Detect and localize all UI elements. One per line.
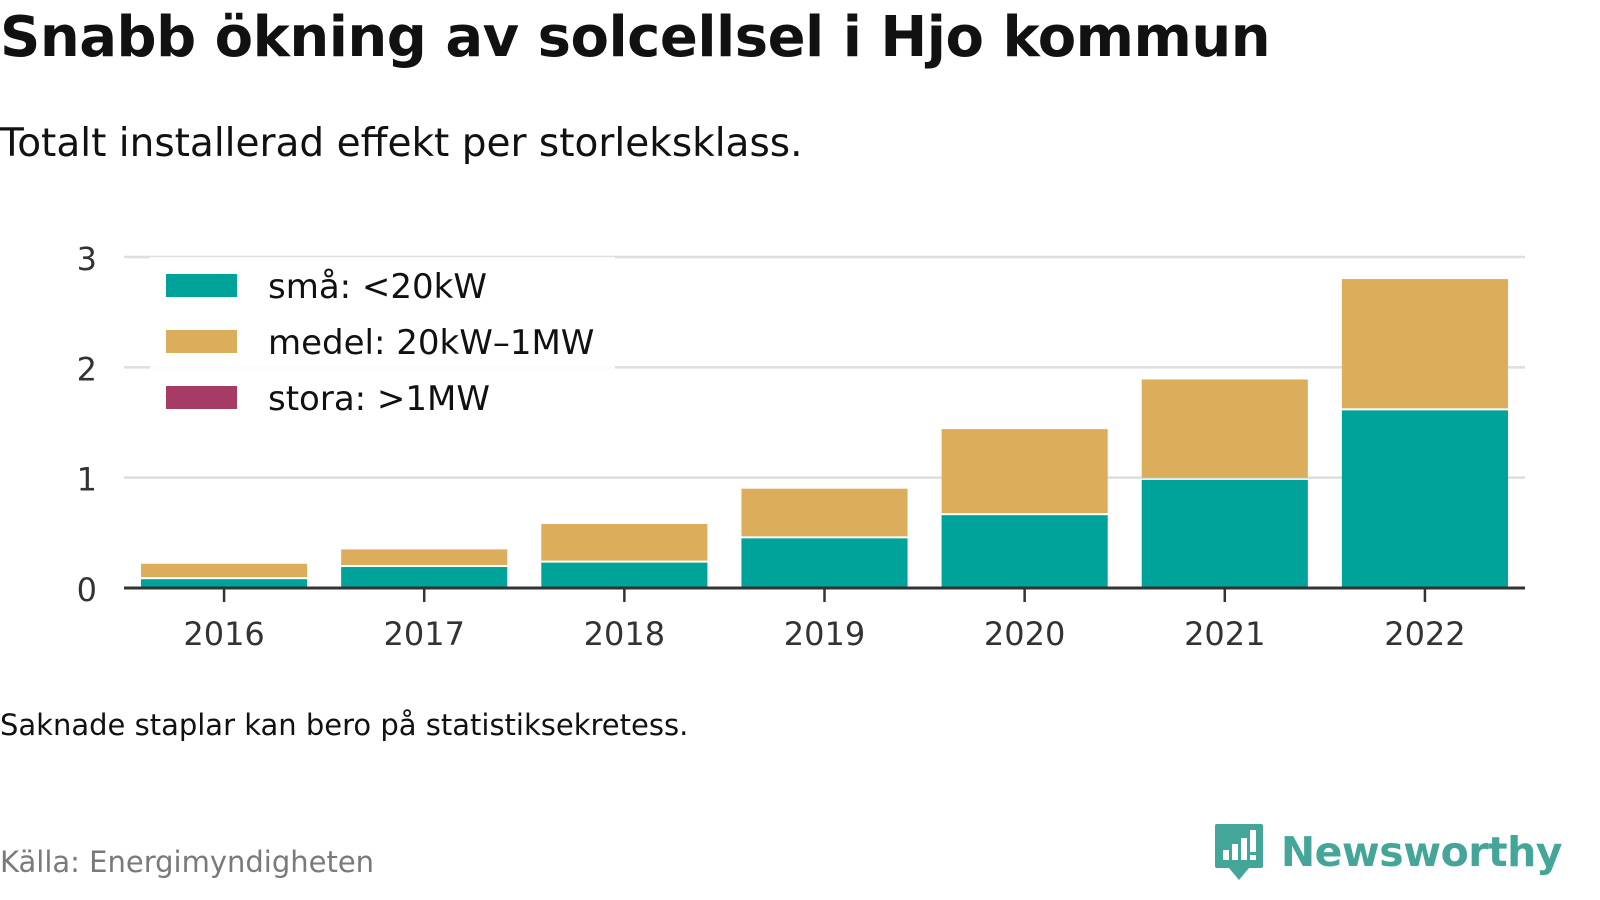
bar-2017-series-1 [341,549,508,566]
bar-2019-series-1 [741,488,908,537]
bar-2018-series-0 [541,562,708,588]
legend-label-0: små: <20kW [268,267,487,307]
x-tick-label: 2022 [1384,615,1465,653]
bar-2022-series-0 [1341,410,1508,588]
brand-name: Newsworthy [1280,828,1563,876]
x-tick-label: 2018 [584,615,665,653]
y-tick-label: 0 [77,571,97,609]
bar-2020-series-1 [941,429,1108,514]
y-tick-label: 1 [77,461,97,499]
newsworthy-logo-icon [1214,824,1263,880]
legend-swatch-1 [166,330,237,353]
y-tick-label: 2 [77,350,97,388]
bar-2021-series-1 [1141,379,1308,478]
brand-logo: Newsworthy [1213,822,1563,882]
stacked-bar-chart: 0 1 2 3 2016 2017 2018 2019 2020 2021 2022 små: <20… [77,240,1525,653]
bar-2016-series-1 [141,563,308,578]
legend-label-2: stora: >1MW [268,379,490,419]
bar-2019-series-0 [741,538,908,588]
x-tick-label: 2019 [784,615,865,653]
x-tick-label: 2020 [984,615,1065,653]
bar-2022-series-1 [1341,279,1508,409]
chart-note: Saknade staplar kan bero på statistiksek… [0,708,689,742]
bar-2021-series-0 [1141,479,1308,588]
chart-subtitle: Totalt installerad effekt per storlekskl… [0,121,803,166]
x-tick-label: 2016 [183,615,264,653]
legend-swatch-0 [166,274,237,297]
legend-swatch-2 [166,386,237,409]
bar-2018-series-1 [541,524,708,561]
bar-2020-series-0 [941,515,1108,588]
x-tick-label: 2017 [383,615,464,653]
legend-label-1: medel: 20kW–1MW [268,323,594,363]
bar-2016-series-0 [141,579,308,588]
source-credit: Källa: Energimyndigheten [0,845,375,879]
chart-title: Snabb ökning av solcellsel i Hjo kommun [0,5,1271,70]
bar-2017-series-0 [341,567,508,588]
y-tick-label: 3 [77,240,97,278]
x-tick-label: 2021 [1184,615,1265,653]
